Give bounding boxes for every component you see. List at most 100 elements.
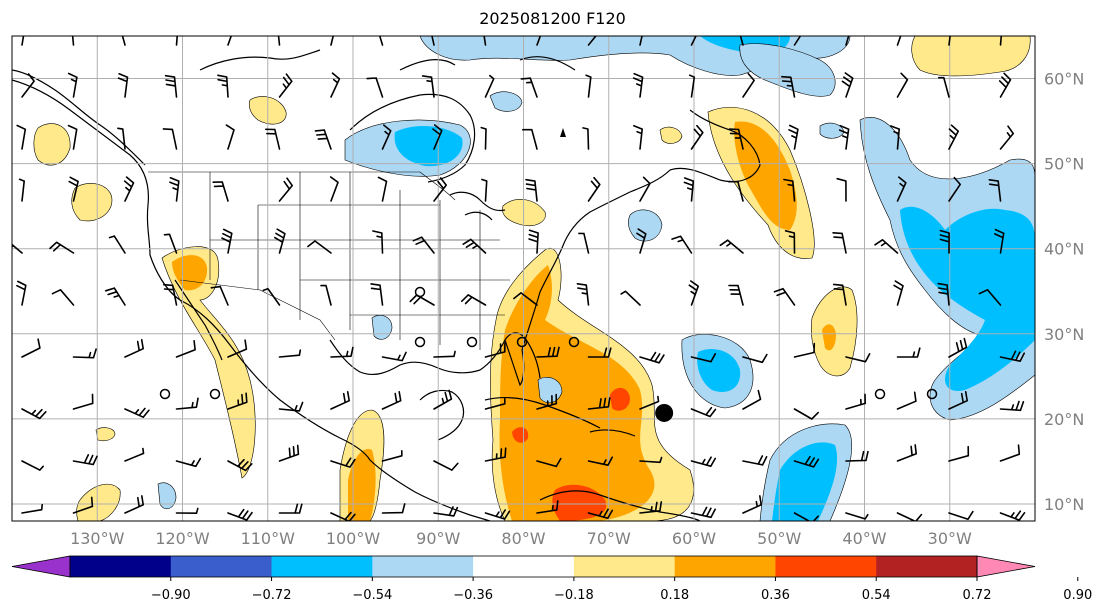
wind-barb [576,283,590,306]
wind-barb [793,408,819,420]
coastline-yucatan [419,389,465,441]
wind-barb [278,177,293,202]
colorbar-tick-label: −0.90 [151,588,191,603]
wind-barb [225,124,235,150]
wind-barb [227,458,253,472]
colorbar-tick-label: −0.72 [252,588,292,603]
negative-anomaly-core-hudson [394,126,463,167]
negative-anomaly-small-3 [371,315,393,340]
wind-barb [522,128,538,150]
colorbar-tick-label: 0.36 [761,588,790,603]
wind-barb [948,36,951,46]
wind-barb [719,239,744,254]
wind-barb [227,392,248,410]
positive-anomaly-small-7 [911,36,1031,77]
wind-barb [372,230,384,254]
wind-barb [978,289,1002,306]
positive-anomaly-small-8 [76,483,121,521]
calm-circle [414,286,426,298]
wind-barb [793,36,802,46]
wind-barb [525,178,538,202]
wind-barb [938,76,950,98]
wind-barb [832,232,847,254]
wind-barb [998,72,1012,98]
wind-barb [587,397,611,410]
wind-barb [169,177,180,202]
wind-barb [832,283,847,306]
wind-barb [278,503,303,514]
wind-barb [381,391,402,410]
wind-barb [370,283,384,306]
wind-barb [483,36,487,46]
positive-anomaly-small-10 [659,126,683,144]
coastlines-and-borders [12,49,761,521]
wind-barb [536,346,560,358]
political-borders [148,171,510,350]
wind-barb [175,397,199,410]
wind-barb [314,129,332,150]
positive-anomaly-small-1 [33,123,71,166]
wind-barb [124,495,144,514]
wind-barb [433,460,459,471]
wind-barb [124,407,150,418]
wind-barb [632,72,644,98]
wind-barb [433,350,456,358]
colorbar-frame [69,555,978,578]
wind-barb [728,284,744,306]
wind-barb [999,444,1021,462]
wind-barb [117,73,129,98]
colorbar-segment [170,556,273,577]
anomaly-shading [33,36,1035,521]
wind-barb [163,233,178,254]
colorbar-extension-low [11,555,71,578]
wind-barb [587,347,612,358]
positive-anomaly-core-labrador [734,121,797,230]
wind-barb [162,128,178,150]
wind-barb [788,124,799,150]
wind-barb [163,283,178,306]
wind-barb [18,178,25,202]
colorbar-tick-label: −0.18 [554,588,594,603]
wind-barb [639,36,643,46]
wind-barb [999,350,1025,362]
wind-barb [381,351,407,362]
wind-barb [480,126,487,150]
wind-barb [688,74,696,98]
wind-barb [939,229,950,254]
wind-barb [433,506,459,517]
strong-anomaly-cell-1 [610,387,630,411]
calm-circle [209,388,221,400]
wind-barb [307,240,332,254]
wind-barb [520,77,538,98]
wind-barb [845,393,866,410]
wind-barb [773,287,796,306]
wind-barb [639,176,651,202]
longitude-label: 110°W [241,529,296,548]
wind-barb [16,124,27,150]
wind-barb [330,511,356,521]
colorbar-segment [775,556,877,577]
wind-barb [433,177,447,202]
us-state-borders [209,172,510,350]
wind-barb [412,236,435,254]
wind-barb [536,393,558,410]
colorbar-segment [372,556,474,577]
wind-barb [377,176,388,202]
wind-barb [783,178,796,202]
negative-anomaly-core-south [772,442,838,521]
wind-barb [896,347,921,358]
coastline-canada-east [669,109,761,183]
map-frame [11,35,1036,522]
wind-barb [948,510,974,520]
colorbar-segment [674,556,776,577]
wind-barb [262,287,281,306]
wind-barb [227,36,233,46]
positive-anomaly-small-9 [95,427,116,442]
wind-barb [784,230,796,254]
wind-barb [845,450,869,462]
colorbar-tick-label: 0.18 [660,588,689,603]
wind-barb [175,457,202,468]
wind-barb [836,177,847,202]
calm-circle [926,388,938,400]
wind-barb [845,512,869,520]
